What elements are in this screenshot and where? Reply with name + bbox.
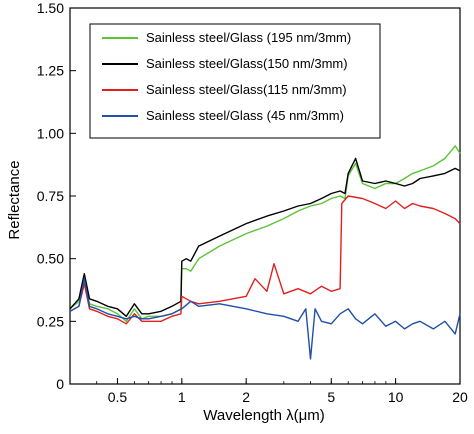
y-axis-label: Reflectance (6, 160, 23, 239)
x-tick-label-0: 0.5 (108, 389, 128, 405)
x-tick-label-3: 5 (327, 389, 335, 405)
x-axis-ticks: 0.5 1 2 5 10 20 (69, 378, 468, 405)
legend-box (89, 23, 381, 139)
series-layer (69, 145, 461, 360)
legend-label-3: Sainless steel/Glass (45 nm/3mm) (146, 108, 344, 123)
series-line-2 (69, 195, 461, 325)
x-tick-label-5: 20 (452, 389, 468, 405)
y-tick-label-0: 0 (56, 376, 64, 392)
x-axis-label: Wavelength λ(μm) (203, 407, 324, 424)
series-line-0 (69, 145, 461, 322)
legend: Sainless steel/Glass (195 nm/3mm) Sainles… (89, 23, 381, 139)
x-tick-label-4: 10 (388, 389, 404, 405)
legend-label-0: Sainless steel/Glass (195 nm/3mm) (146, 30, 351, 45)
series-line-1 (69, 157, 461, 317)
y-tick-label-6: 1.50 (37, 0, 64, 16)
y-tick-label-2: 0.50 (37, 251, 64, 267)
x-tick-label-1: 1 (178, 389, 186, 405)
y-tick-label-3: 0.75 (37, 188, 64, 204)
series-line-3 (69, 278, 461, 360)
y-axis-ticks: 0 0.25 0.50 0.75 1.00 1.25 1.50 (37, 0, 76, 392)
x-tick-label-2: 2 (242, 389, 250, 405)
legend-label-2: Sainless steel/Glass(115 nm/3mm) (146, 82, 347, 97)
y-tick-label-4: 1.00 (37, 125, 64, 141)
y-tick-label-1: 0.25 (37, 313, 64, 329)
legend-label-1: Sainless steel/Glass(150 nm/3mm) (146, 56, 348, 71)
y-tick-label-5: 1.25 (37, 63, 64, 79)
